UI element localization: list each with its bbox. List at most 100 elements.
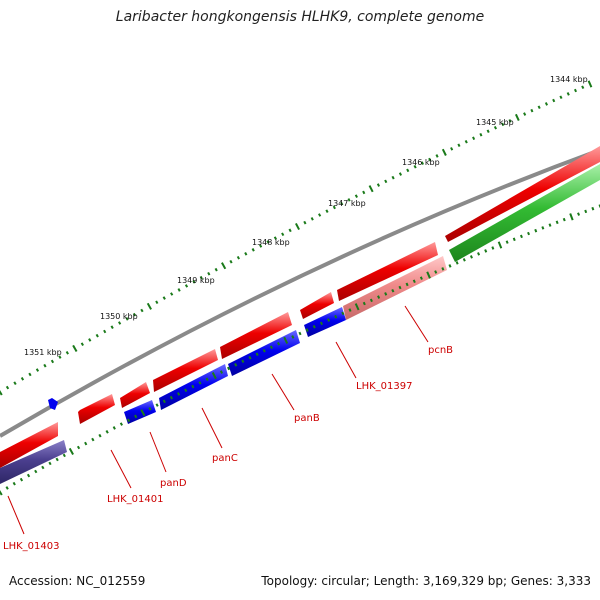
inner-tick-minor: [326, 318, 331, 322]
inner-tick-minor: [105, 430, 109, 434]
outer-tick-minor: [479, 132, 483, 137]
outer-tick-minor: [140, 308, 144, 313]
inner-tick-minor: [462, 258, 466, 262]
inner-tick-minor: [548, 223, 552, 227]
inner-tick-major: [283, 336, 289, 344]
leader-pand: [149, 431, 167, 473]
inner-tick-major: [354, 303, 360, 311]
gene-feature-pcnb-light: [343, 256, 447, 320]
inner-tick-major: [569, 213, 574, 221]
gene-labels: pcnB LHK_01397 panB panC panD LHK_01401 …: [3, 345, 453, 552]
outer-tick-major: [146, 302, 152, 310]
outer-tick-minor: [391, 175, 395, 180]
outer-tick-minor: [207, 271, 211, 276]
inner-tick-minor: [384, 292, 388, 296]
outer-tick-minor: [50, 359, 55, 364]
outer-tick-minor: [303, 220, 307, 225]
outer-tick-minor: [244, 252, 248, 256]
gene-label-panc: panC: [212, 453, 238, 464]
outer-tick-minor: [184, 284, 189, 288]
outer-tick-minor: [472, 136, 476, 141]
inner-tick-minor: [177, 392, 181, 396]
inner-tick-minor: [234, 363, 238, 367]
outer-tick-minor: [310, 217, 314, 221]
inner-tick-minor: [191, 384, 195, 389]
gene-feature-fwd-e: [337, 242, 438, 301]
outer-tick-minor: [103, 329, 107, 334]
inner-tick-minor: [112, 426, 116, 430]
inner-tick-minor: [41, 465, 45, 470]
gene-feature-lhk-01403-fwd: [0, 422, 58, 468]
outer-tick-minor: [95, 333, 99, 338]
inner-tick-minor: [412, 279, 416, 284]
outer-tick-minor: [544, 102, 549, 106]
inner-tick-minor: [369, 298, 373, 303]
kbp-tick-ring: [0, 80, 593, 396]
kbp-label-1346: 1346 kbp: [402, 158, 440, 167]
inner-tick-minor: [477, 252, 481, 256]
outer-tick-major: [368, 185, 374, 193]
inner-tick-minor: [226, 366, 231, 371]
inner-tick-minor: [26, 473, 31, 478]
outer-tick-minor: [273, 236, 277, 240]
outer-tick-major: [0, 390, 3, 396]
outer-tick-major: [441, 148, 447, 156]
inner-tick-minor: [469, 255, 473, 259]
outer-tick-minor: [236, 255, 240, 260]
inner-tick-minor: [155, 403, 159, 407]
gene-feature-fwd-a: [120, 382, 150, 408]
outer-tick-minor: [229, 259, 233, 264]
inner-tick-minor: [127, 418, 131, 423]
inner-tick-minor: [377, 295, 381, 299]
inner-tick-minor: [305, 328, 309, 332]
outer-tick-minor: [177, 288, 181, 292]
inner-tick-minor: [34, 469, 38, 474]
inner-tick-minor: [269, 345, 274, 350]
inner-tick-minor: [241, 359, 245, 364]
accession-text: Accession: NC_012559: [9, 574, 146, 588]
kbp-label-1348: 1348 kbp: [252, 238, 290, 247]
inner-tick-minor: [541, 226, 545, 230]
inner-tick-minor: [62, 453, 66, 458]
gene-label-lhk-01403: LHK_01403: [3, 541, 59, 552]
outer-tick-minor: [259, 244, 263, 248]
outer-tick-minor: [5, 385, 10, 390]
gene-label-leaders: [7, 305, 429, 535]
inner-tick-minor: [219, 370, 224, 374]
inner-tick-minor: [169, 395, 173, 400]
outer-tick-minor: [435, 154, 439, 158]
outer-tick-minor: [199, 275, 203, 280]
inner-tick-minor: [527, 231, 531, 236]
inner-tick-minor: [91, 437, 95, 442]
topology-summary: Topology: circular; Length: 3,169,329 bp…: [261, 574, 591, 588]
inner-tick-minor: [98, 433, 102, 438]
gene-feature-rev-a: [124, 400, 156, 424]
outer-tick-minor: [573, 88, 578, 93]
inner-tick-minor: [441, 267, 445, 271]
outer-tick-minor: [332, 205, 336, 210]
leader-panb: [271, 373, 295, 411]
inner-tick-minor: [519, 234, 523, 239]
inner-tick-minor: [584, 209, 588, 214]
outer-tick-minor: [559, 95, 563, 100]
inner-tick-minor: [262, 348, 266, 353]
inner-tick-minor: [119, 422, 123, 426]
outer-tick-minor: [406, 168, 410, 173]
gene-feature-rev-d: [304, 307, 346, 337]
inner-tick-minor: [198, 381, 202, 385]
kbp-label-1350: 1350 kbp: [100, 312, 138, 321]
kbp-label-1351: 1351 kbp: [24, 348, 62, 357]
kbp-label-1345: 1345 kbp: [476, 118, 514, 127]
inner-tick-minor: [5, 486, 9, 490]
gene-label-pcnb: pcnB: [428, 345, 453, 356]
outer-tick-minor: [384, 179, 388, 184]
inner-tick-minor: [162, 399, 166, 404]
forward-strand: [0, 146, 600, 468]
outer-tick-minor: [530, 108, 534, 113]
outer-tick-minor: [457, 143, 461, 148]
genome-backbone: [0, 148, 600, 438]
outer-tick-minor: [523, 112, 527, 116]
outer-tick-major: [295, 222, 300, 231]
outer-tick-minor: [132, 312, 137, 317]
inner-tick-ring: [0, 204, 600, 496]
